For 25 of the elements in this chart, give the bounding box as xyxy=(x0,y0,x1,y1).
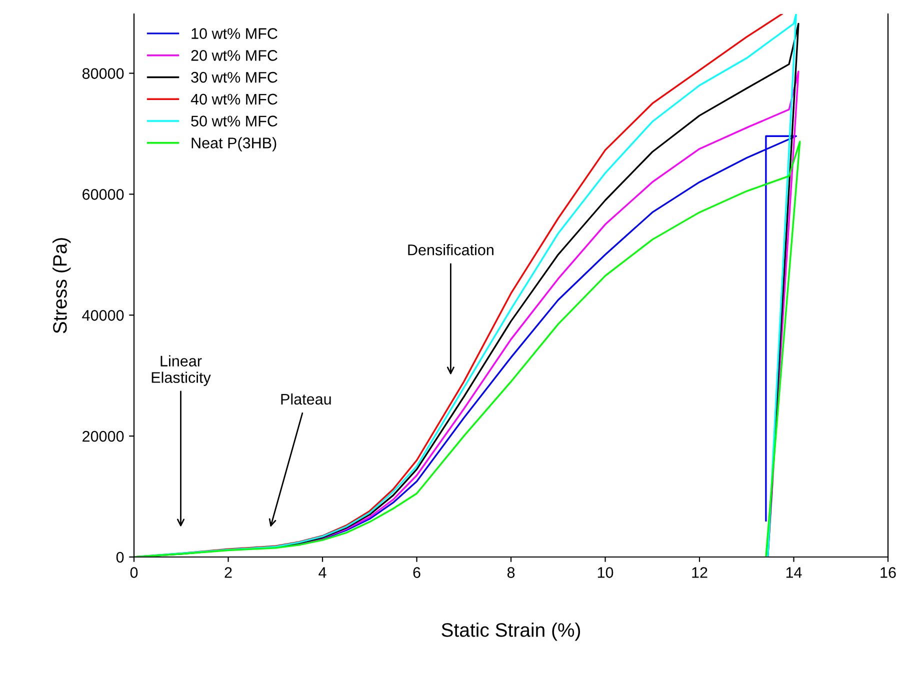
x-axis-title: Static Strain (%) xyxy=(442,622,580,641)
x-tick-label: 14 xyxy=(786,567,802,578)
y-axis-title: Stress (Pa) xyxy=(52,238,71,334)
legend-label: 40 wt% MFC xyxy=(190,94,278,105)
y-tick-label: 40000 xyxy=(82,310,124,321)
x-tick-label: 16 xyxy=(880,567,896,578)
legend-label: 10 wt% MFC xyxy=(192,28,278,39)
x-tick-label: 12 xyxy=(692,567,708,578)
annotation: Plateau xyxy=(281,393,331,405)
x-tick-label: 6 xyxy=(413,567,420,578)
legend-label: 20 wt% MFC xyxy=(191,50,278,61)
legend-label: 30 wt% MFC xyxy=(191,72,278,83)
legend-label: Neat P(3HB) xyxy=(192,137,276,152)
y-tick-label: 80000 xyxy=(82,68,124,79)
legend-label: 50 wt% MFC xyxy=(191,116,278,126)
x-tick-label: 0 xyxy=(130,567,138,578)
annotation: Densification xyxy=(408,244,494,256)
x-tick-label: 4 xyxy=(318,567,326,578)
y-tick-label: 20000 xyxy=(82,430,124,442)
y-tick-label: 60000 xyxy=(82,189,124,200)
y-tick-label: 0 xyxy=(116,552,124,563)
x-tick-label: 8 xyxy=(507,567,515,578)
x-tick-label: 2 xyxy=(224,567,232,578)
annotation: Linear Elasticity xyxy=(152,355,211,386)
x-tick-label: 10 xyxy=(598,567,614,578)
